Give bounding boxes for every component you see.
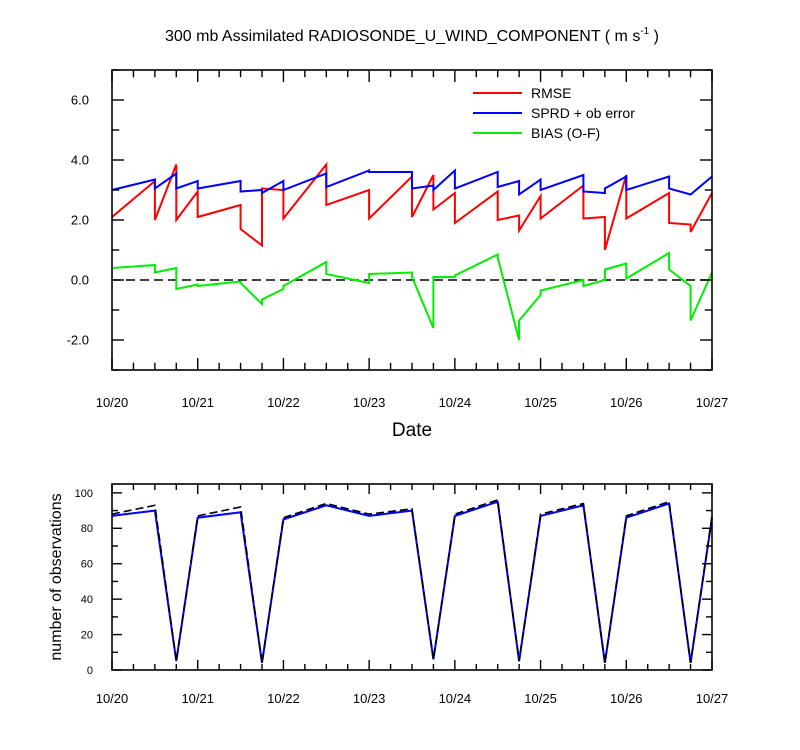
- x-tick-label: 10/23: [353, 395, 386, 410]
- bottom-chart: 10/20 10/21 10/22 10/23 10/24 10/25 10/26 10/27…: [48, 483, 729, 706]
- series-line-possible: [111, 498, 713, 664]
- y-tick-label: 80: [81, 523, 93, 535]
- y-tick-label: 60: [81, 559, 93, 571]
- y-tick-label: 4.0: [71, 153, 89, 168]
- bottom-series-group: [111, 498, 713, 664]
- y-tick-label: -2.0: [67, 333, 89, 348]
- series-line-rmse: [111, 161, 713, 251]
- top-ticks: 10/20 10/21 10/22 10/23 10/24 10/25 10/26 10/27…: [67, 69, 729, 410]
- chart-title-superscript: -1: [640, 26, 649, 37]
- y-tick-label: 6.0: [71, 93, 89, 108]
- y-tick-label: 0: [87, 665, 93, 677]
- legend-label: BIAS (O-F): [531, 125, 600, 141]
- y-tick-label: 20: [81, 630, 93, 642]
- x-tick-label: 10/25: [524, 395, 557, 410]
- series-line-sprd-ob-error: [111, 168, 713, 197]
- x-tick-label: 10/24: [439, 691, 472, 706]
- y-tick-label: 2.0: [71, 213, 89, 228]
- x-tick-label: 10/20: [96, 395, 129, 410]
- x-tick-label: 10/27: [696, 395, 729, 410]
- series-line-bias-o-f: [111, 251, 713, 341]
- y-tick-label: 100: [75, 488, 93, 500]
- bottom-ticks: 10/20 10/21 10/22 10/23 10/24 10/25 10/26 10/27…: [75, 484, 729, 706]
- x-tick-label: 10/24: [439, 395, 472, 410]
- x-tick-label: 10/22: [267, 395, 300, 410]
- y-tick-label: 40: [81, 594, 93, 606]
- series-line-assimilated: [111, 500, 713, 664]
- y-tick-label: 0.0: [71, 273, 89, 288]
- chart-title-end: ): [649, 28, 659, 45]
- x-tick-label: 10/22: [267, 691, 300, 706]
- x-tick-label: 10/27: [696, 691, 729, 706]
- legend-label: RMSE: [531, 85, 571, 101]
- x-tick-label: 10/21: [181, 691, 214, 706]
- chart-title: 300 mb Assimilated RADIOSONDE_U_WIND_COM…: [165, 26, 659, 45]
- top-series-group: [111, 161, 713, 341]
- x-tick-label: 10/23: [353, 691, 386, 706]
- x-tick-label: 10/26: [610, 691, 643, 706]
- top-chart: 10/20 10/21 10/22 10/23 10/24 10/25 10/26 10/27…: [67, 69, 729, 441]
- x-tick-label: 10/26: [610, 395, 643, 410]
- x-tick-label: 10/20: [96, 691, 129, 706]
- top-x-axis-label: Date: [392, 420, 432, 441]
- top-legend: RMSE SPRD + ob error BIAS (O-F): [473, 85, 635, 141]
- bottom-y-axis-label: number of observations: [48, 493, 65, 660]
- chart-title-main: 300 mb Assimilated RADIOSONDE_U_WIND_COM…: [165, 28, 640, 45]
- legend-label: SPRD + ob error: [531, 105, 635, 121]
- x-tick-label: 10/21: [181, 395, 214, 410]
- x-tick-label: 10/25: [524, 691, 557, 706]
